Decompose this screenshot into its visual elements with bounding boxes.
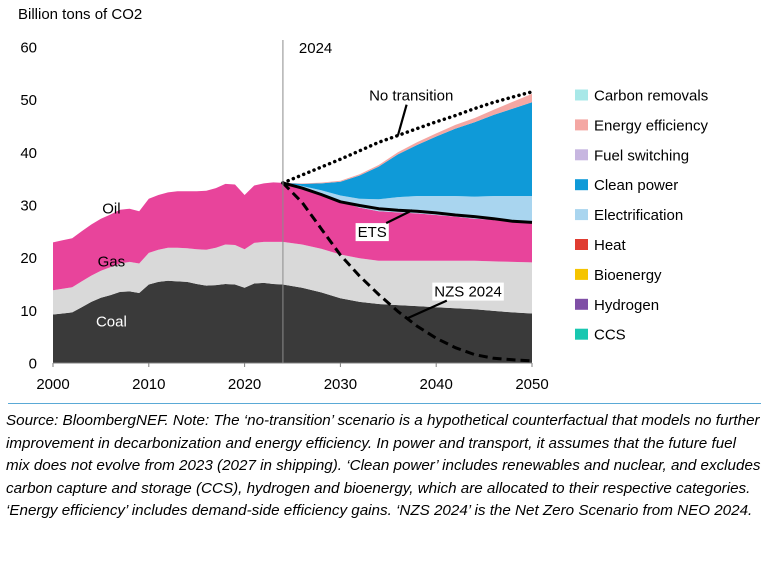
legend-swatch-carbon-removals [575, 89, 588, 101]
area-coal-historical [53, 280, 283, 363]
x-tick-label: 2040 [420, 376, 453, 393]
legend-label-heat: Heat [594, 237, 627, 254]
line-label-leader [385, 209, 413, 225]
line-no-transition [281, 90, 534, 185]
x-tick-label: 2020 [228, 376, 261, 393]
legend-label-carbon-removals: Carbon removals [594, 88, 708, 105]
y-tick-label: 10 [20, 303, 37, 320]
legend-swatch-bioenergy [575, 268, 588, 280]
line-label-leader [407, 299, 448, 320]
area-oil-historical [53, 182, 283, 291]
legend-label-electrification: Electrification [594, 207, 683, 224]
line-label-nzs-2024: NZS 2024 [434, 284, 502, 301]
note-divider [8, 403, 761, 404]
area-coal-ets [282, 284, 532, 363]
source-note: Source: BloombergNEF. Note: The ‘no-tran… [6, 412, 761, 520]
line-label-background [367, 86, 456, 105]
legend-label-bioenergy: Bioenergy [594, 267, 662, 284]
area-clean-power [282, 102, 532, 200]
y-tick-label: 30 [20, 198, 37, 215]
area-electrification [282, 182, 532, 223]
x-tick-label: 2030 [324, 376, 357, 393]
area-gas-historical [53, 241, 283, 315]
line-label-background [355, 223, 389, 242]
legend-swatch-ccs [575, 328, 588, 340]
annotations: 2024 Oil Gas Coal No transition ETS NZS 2024 [96, 40, 504, 363]
legend-swatch-electrification [575, 209, 588, 221]
legend-swatch-hydrogen [575, 298, 588, 310]
legend-swatch-clean-power [575, 179, 588, 191]
x-tick-label: 2000 [36, 376, 69, 393]
legend-swatch-fuel-switching [575, 149, 588, 161]
y-tick-label: 60 [20, 40, 37, 57]
y-tick-label: 40 [20, 145, 37, 162]
legend-label-ccs: CCS [594, 327, 626, 344]
line-nzs-2024 [281, 181, 533, 363]
area-label-coal: Coal [96, 314, 127, 331]
line-label-leader [396, 104, 408, 136]
y-tick-label: 20 [20, 250, 37, 267]
area-oil-ets [282, 182, 532, 263]
line-label-background [432, 282, 504, 301]
line-label-ets: ETS [358, 224, 387, 241]
area-label-oil: Oil [102, 200, 120, 217]
legend-label-energy-efficiency: Energy efficiency [594, 117, 708, 134]
legend-label-hydrogen: Hydrogen [594, 297, 659, 314]
legend: Carbon removals Energy efficiency Fuel swi… [575, 88, 708, 344]
legend-label-clean-power: Clean power [594, 177, 678, 194]
legend-swatch-heat [575, 239, 588, 250]
x-tick-label: 2050 [515, 376, 548, 393]
year-marker-label: 2024 [299, 40, 332, 57]
line-label-no-transition: No transition [369, 88, 453, 105]
x-tick-label: 2010 [132, 376, 165, 393]
scenario-lines [281, 90, 534, 363]
line-ets [282, 181, 533, 224]
y-tick-label: 50 [20, 92, 37, 109]
legend-label-fuel-switching: Fuel switching [594, 147, 689, 164]
y-tick-label: 0 [29, 356, 37, 373]
y-axis-title: Billion tons of CO2 [18, 6, 142, 23]
area-label-gas: Gas [98, 254, 126, 271]
legend-swatch-energy-efficiency [575, 119, 588, 131]
